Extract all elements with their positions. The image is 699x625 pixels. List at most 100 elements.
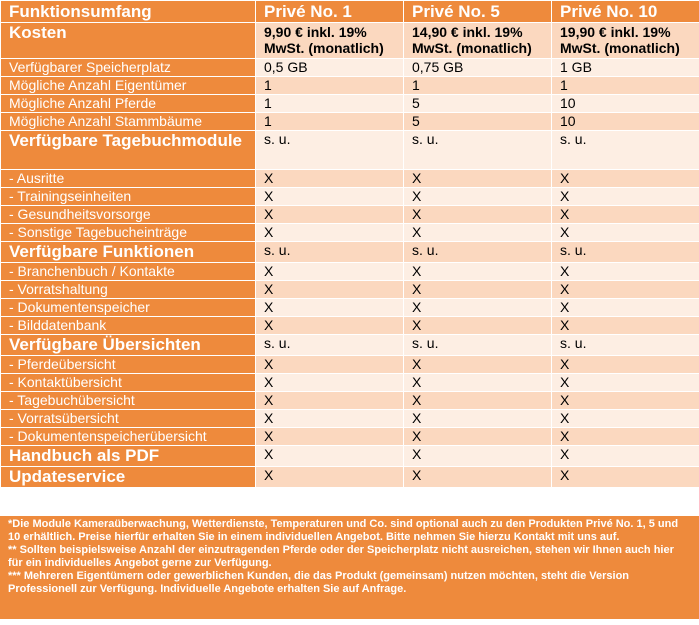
row-value-plan-1: X (255, 445, 404, 467)
table-row: - Trainingseinheiten X X X (0, 187, 699, 206)
row-value-plan-3: 1 GB (551, 58, 699, 77)
table-row: - Vorratsübersicht X X X (0, 409, 699, 428)
footnotes: *Die Module Kameraüberwachung, Wetterdie… (0, 516, 699, 619)
row-value-plan-1: X (255, 355, 404, 374)
row-value-plan-3: 10 (551, 112, 699, 131)
row-value-plan-1: X (255, 298, 404, 317)
row-value-plan-2: X (403, 169, 552, 188)
row-value-plan-2: X (403, 466, 552, 488)
row-value-plan-3: s. u. (551, 241, 699, 263)
row-value-plan-3: X (551, 445, 699, 467)
footnote-2: ** Sollten beispielsweise Anzahl der ein… (8, 544, 674, 569)
row-value-plan-2: X (403, 409, 552, 428)
row-value-plan-3: 19,90 € inkl. 19% MwSt. (monatlich) (551, 22, 699, 59)
row-value-plan-1: s. u. (255, 334, 404, 356)
row-label: Mögliche Anzahl Stammbäume (0, 112, 256, 131)
row-value-plan-3: X (551, 169, 699, 188)
row-label: - Trainingseinheiten (0, 187, 256, 206)
row-value-plan-1: 0,5 GB (255, 58, 404, 77)
row-value-plan-3: X (551, 373, 699, 392)
row-value-plan-1: X (255, 187, 404, 206)
footnote-3: *** Mehreren Eigentümern oder gewerblich… (8, 570, 630, 595)
row-value-plan-3: X (551, 391, 699, 410)
row-value-plan-2: X (403, 355, 552, 374)
row-value-plan-3: X (551, 223, 699, 242)
row-value-plan-2: X (403, 187, 552, 206)
header-feature: Funktionsumfang (0, 0, 256, 23)
table-row: Mögliche Anzahl Stammbäume 1 5 10 (0, 112, 699, 131)
row-value-plan-3: X (551, 262, 699, 281)
row-value-plan-3: X (551, 409, 699, 428)
row-value-plan-1: X (255, 169, 404, 188)
row-label: - Dokumentenspeicher (0, 298, 256, 317)
table-row: - Pferdeübersicht X X X (0, 355, 699, 374)
row-label: - Pferdeübersicht (0, 355, 256, 374)
table-row: - Branchenbuch / Kontakte X X X (0, 262, 699, 281)
table-row: Mögliche Anzahl Eigentümer 1 1 1 (0, 76, 699, 95)
table-row: Verfügbare Tagebuchmodule s. u. s. u. s. u. (0, 130, 699, 170)
row-label: - Gesundheitsvorsorge (0, 205, 256, 224)
row-value-plan-1: X (255, 466, 404, 488)
row-value-plan-3: X (551, 316, 699, 335)
row-value-plan-2: X (403, 316, 552, 335)
row-label: - Vorratsübersicht (0, 409, 256, 428)
table-row: Kosten 9,90 € inkl. 19% MwSt. (monatlich)… (0, 22, 699, 59)
row-label: Verfügbarer Speicherplatz (0, 58, 256, 77)
row-value-plan-2: 1 (403, 76, 552, 95)
feature-table: Funktionsumfang Privé No. 1 Privé No. 5 … (0, 0, 699, 488)
row-value-plan-1: X (255, 262, 404, 281)
row-value-plan-1: X (255, 427, 404, 446)
row-value-plan-1: X (255, 373, 404, 392)
row-value-plan-3: 10 (551, 94, 699, 113)
row-value-plan-1: X (255, 409, 404, 428)
header-plan-5: Privé No. 5 (403, 0, 552, 23)
table-row: - Dokumentenspeicher X X X (0, 298, 699, 317)
row-value-plan-2: X (403, 445, 552, 467)
row-label: - Dokumentenspeicherübersicht (0, 427, 256, 446)
table-row: Updateservice X X X (0, 466, 699, 488)
row-value-plan-2: 5 (403, 112, 552, 131)
row-value-plan-1: X (255, 316, 404, 335)
row-value-plan-3: X (551, 427, 699, 446)
row-label: Handbuch als PDF (0, 445, 256, 467)
row-label: Updateservice (0, 466, 256, 488)
row-value-plan-3: X (551, 466, 699, 488)
row-value-plan-3: X (551, 205, 699, 224)
row-label: - Ausritte (0, 169, 256, 188)
table-row: - Sonstige Tagebucheinträge X X X (0, 223, 699, 242)
row-label: Verfügbare Übersichten (0, 334, 256, 356)
row-value-plan-2: 5 (403, 94, 552, 113)
table-row: - Tagebuchübersicht X X X (0, 391, 699, 410)
row-value-plan-1: X (255, 391, 404, 410)
table-row: - Vorratshaltung X X X (0, 280, 699, 299)
header-plan-1: Privé No. 1 (255, 0, 404, 23)
table-header-row: Funktionsumfang Privé No. 1 Privé No. 5 … (0, 0, 699, 23)
row-value-plan-3: s. u. (551, 130, 699, 170)
row-label: Mögliche Anzahl Eigentümer (0, 76, 256, 95)
row-label: Kosten (0, 22, 256, 59)
row-value-plan-2: X (403, 427, 552, 446)
row-value-plan-1: s. u. (255, 241, 404, 263)
table-row: Verfügbare Übersichten s. u. s. u. s. u. (0, 334, 699, 356)
row-label: - Kontaktübersicht (0, 373, 256, 392)
row-label: - Vorratshaltung (0, 280, 256, 299)
row-value-plan-2: 14,90 € inkl. 19% MwSt. (monatlich) (403, 22, 552, 59)
row-label: - Bilddatenbank (0, 316, 256, 335)
row-value-plan-1: X (255, 223, 404, 242)
table-row: Verfügbarer Speicherplatz 0,5 GB 0,75 GB 1 … (0, 58, 699, 77)
row-label: Verfügbare Tagebuchmodule (0, 130, 256, 170)
row-value-plan-2: s. u. (403, 130, 552, 170)
row-label: - Branchenbuch / Kontakte (0, 262, 256, 281)
row-value-plan-2: X (403, 298, 552, 317)
row-value-plan-1: 9,90 € inkl. 19% MwSt. (monatlich) (255, 22, 404, 59)
row-value-plan-2: X (403, 391, 552, 410)
row-value-plan-2: X (403, 262, 552, 281)
row-value-plan-2: s. u. (403, 241, 552, 263)
row-value-plan-2: X (403, 205, 552, 224)
row-label: - Sonstige Tagebucheinträge (0, 223, 256, 242)
row-label: - Tagebuchübersicht (0, 391, 256, 410)
table-body: Funktionsumfang Privé No. 1 Privé No. 5 … (0, 0, 699, 488)
row-value-plan-3: s. u. (551, 334, 699, 356)
footnote-1: *Die Module Kameraüberwachung, Wetterdie… (8, 518, 679, 543)
